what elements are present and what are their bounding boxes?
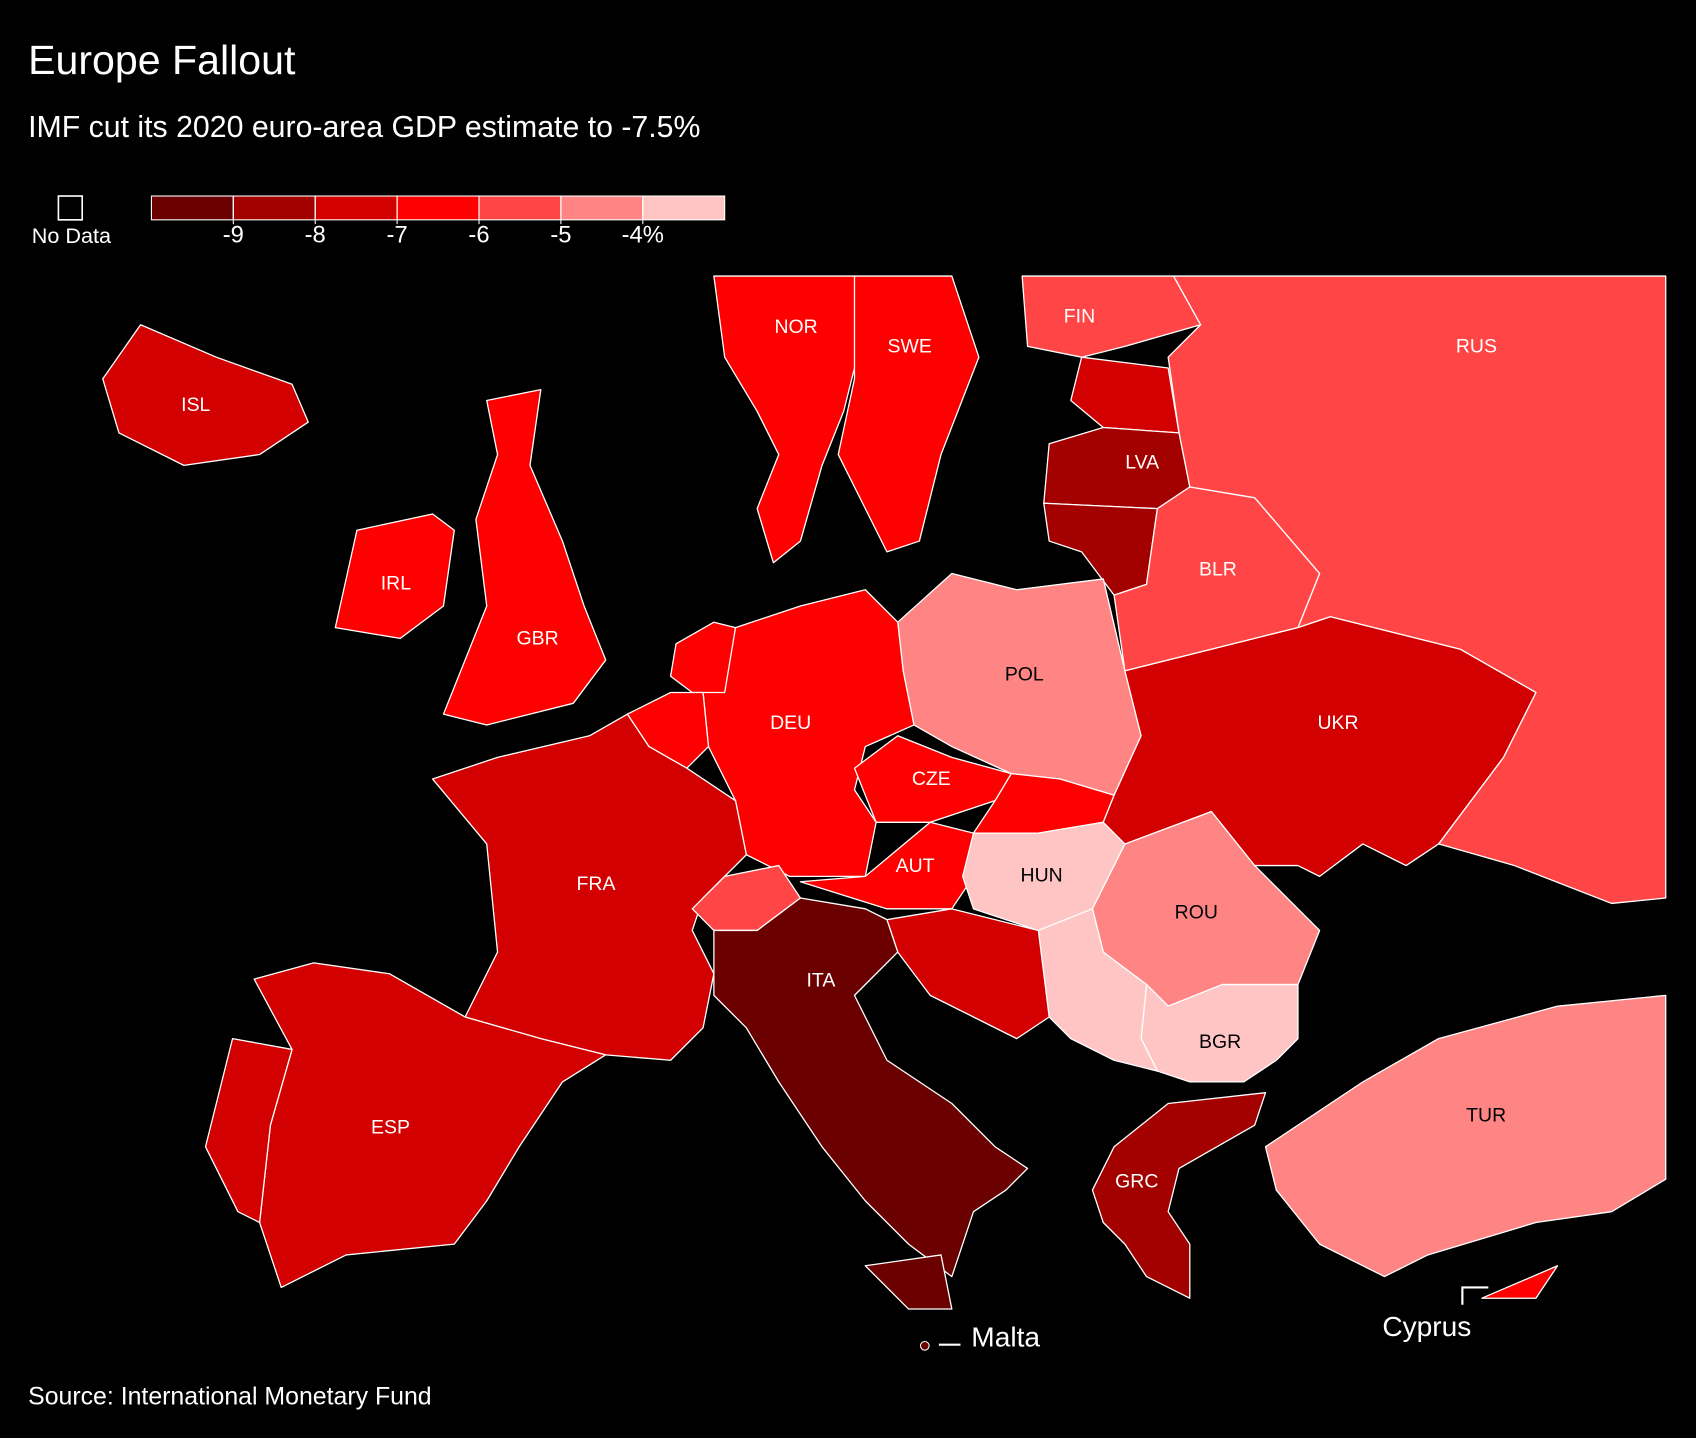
country-label: IRL: [381, 572, 411, 594]
legend-swatch: [396, 195, 480, 221]
legend-swatch: [314, 195, 398, 221]
country: [1021, 275, 1202, 358]
country-label: GBR: [516, 628, 558, 650]
country-label: NOR: [774, 316, 817, 338]
country-label: TUR: [1466, 1105, 1506, 1127]
country-label: UKR: [1317, 712, 1358, 734]
country-label: LVA: [1125, 451, 1159, 473]
country: [864, 1254, 953, 1310]
country-label: POL: [1005, 663, 1044, 685]
country: [702, 589, 915, 878]
country: [886, 908, 1050, 1040]
legend-swatch: [150, 195, 234, 221]
legend-tick-label: -7: [387, 221, 408, 248]
country: [442, 388, 607, 726]
legend-tick-label: -5: [550, 221, 571, 248]
legend-swatch: [478, 195, 562, 221]
country: [1102, 616, 1537, 878]
country-label: FIN: [1064, 305, 1095, 327]
country: [102, 324, 309, 467]
title: Europe Fallout: [28, 37, 296, 83]
country: [669, 621, 737, 694]
country: [334, 513, 455, 640]
country-label: BLR: [1199, 558, 1237, 580]
country-label: ROU: [1175, 901, 1218, 923]
country-label: DEU: [770, 712, 811, 734]
legend-tick-label: -8: [305, 221, 326, 248]
country-label: CZE: [912, 768, 951, 790]
country-label: FRA: [577, 873, 616, 895]
legend-tick-label: -4%: [622, 221, 664, 248]
source: Source: International Monetary Fund: [28, 1382, 432, 1410]
map: ISL NOR SWE FIN RUS LVA BLR POL DEU FRA ESP GBR IRL A…: [102, 275, 1667, 1310]
legend-swatch: [642, 195, 726, 221]
country-label: RUS: [1456, 336, 1497, 358]
legend: -9 -8 -7 -6 -5 -4%: [150, 195, 726, 248]
country-label: AUT: [896, 855, 935, 877]
malta-label: Malta: [971, 1322, 1040, 1353]
country-label: ITA: [807, 969, 836, 991]
country-label: ISL: [181, 394, 210, 416]
country-label: GRC: [1115, 1171, 1158, 1193]
country: [1070, 356, 1180, 434]
country-label: ESP: [371, 1117, 410, 1139]
country: [1037, 908, 1158, 1072]
country: [837, 275, 980, 553]
cyprus-pointer: [1461, 1286, 1489, 1305]
country: [1043, 426, 1191, 510]
legend-swatch: [560, 195, 644, 221]
country: [204, 1037, 293, 1224]
no-data-swatch: [57, 195, 84, 221]
subtitle: IMF cut its 2020 euro-area GDP estimate …: [28, 111, 700, 144]
country: [1091, 1092, 1267, 1299]
legend-tick-label: -9: [223, 221, 244, 248]
country-label: SWE: [887, 336, 931, 358]
legend-tick-label: -6: [468, 221, 489, 248]
country: [1264, 994, 1667, 1278]
legend-swatch: [232, 195, 316, 221]
cyprus-label: Cyprus: [1382, 1311, 1471, 1342]
country: [713, 897, 1029, 1278]
country-label: HUN: [1021, 865, 1063, 887]
country: [1481, 1265, 1559, 1299]
country-label: BGR: [1199, 1031, 1241, 1053]
malta-island: [919, 1340, 930, 1351]
no-data-label: No Data: [32, 223, 112, 248]
